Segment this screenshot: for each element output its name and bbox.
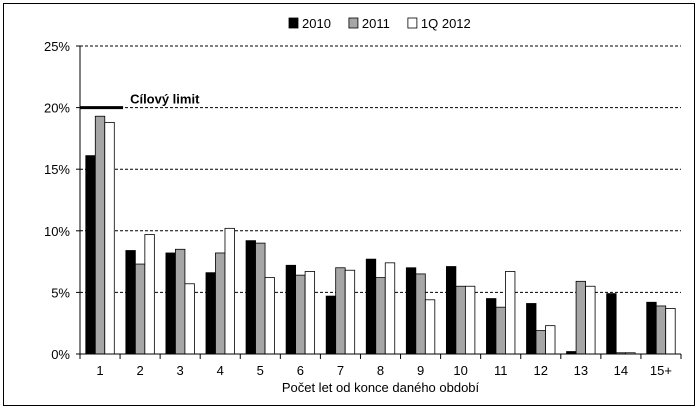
y-tick-label: 15%	[44, 162, 70, 177]
x-tick-label: 7	[337, 363, 344, 378]
y-tick-label: 20%	[44, 101, 70, 116]
legend-swatch-0	[288, 17, 299, 29]
target-limit-annotation: Cílový limit	[80, 92, 200, 110]
bar-2011-12	[535, 330, 546, 355]
bar-1q-2012-10	[464, 285, 476, 355]
y-tick-label: 25%	[44, 39, 70, 54]
x-tick-label: 6	[297, 363, 304, 378]
bar-2011-1	[94, 115, 106, 355]
bar-2010-7	[325, 295, 337, 355]
legend-swatch-2	[407, 17, 418, 29]
y-tick-label: 0%	[51, 347, 70, 362]
x-tick-label: 15+	[650, 363, 672, 378]
bar-2010-2	[125, 250, 136, 355]
bar-2011-15+	[655, 305, 667, 355]
bar-2010-8	[365, 258, 377, 355]
x-tick-label: 1	[96, 363, 103, 378]
bar-1q-2012-6	[304, 271, 316, 355]
bars	[85, 115, 676, 355]
y-tick-label: 5%	[51, 285, 70, 300]
bar-2011-2	[134, 263, 146, 355]
x-tick-label: 10	[453, 363, 467, 378]
bar-2010-6	[285, 264, 297, 355]
x-tick-label: 3	[177, 363, 184, 378]
y-tick-label: 10%	[44, 224, 70, 239]
bar-1q-2012-1	[104, 121, 115, 355]
x-tick-label: 9	[417, 363, 424, 378]
bar-2011-11	[495, 306, 506, 355]
x-tick-label: 11	[494, 363, 508, 378]
bar-1q-2012-9	[424, 299, 436, 355]
bar-2010-1	[85, 155, 96, 355]
bar-1q-2012-3	[184, 283, 195, 355]
bar-1q-2012-7	[344, 269, 356, 355]
bar-2010-4	[205, 272, 216, 355]
x-axis-title: Počet let od konce daného období	[282, 380, 480, 395]
bar-2010-3	[165, 252, 176, 355]
bar-2010-5	[245, 240, 256, 355]
axes	[76, 45, 682, 359]
legend: 2010 2011 1Q 2012	[288, 16, 471, 31]
y-axis-ticks: 0% 5% 10% 15% 20% 25%	[44, 39, 70, 362]
bar-1q-2012-11	[505, 271, 516, 355]
bar-2010-14	[606, 293, 617, 355]
legend-swatch-1	[348, 17, 359, 29]
bar-1q-2012-2	[144, 234, 155, 355]
bar-2011-10	[455, 285, 466, 355]
bar-1q-2012-8	[384, 262, 396, 355]
x-tick-label: 4	[217, 363, 224, 378]
bar-2011-6	[295, 274, 306, 355]
bar-2011-13	[575, 280, 586, 355]
bar-2010-15+	[646, 301, 657, 355]
x-tick-label: 12	[534, 363, 548, 378]
bar-2010-12	[526, 303, 537, 355]
bar-2010-9	[405, 267, 417, 355]
bar-1q-2012-4	[224, 227, 235, 355]
bar-2011-5	[255, 242, 266, 355]
bar-1q-2012-12	[545, 325, 556, 355]
bar-2011-7	[335, 267, 346, 355]
bar-2010-10	[445, 266, 457, 355]
bar-1q-2012-13	[585, 285, 596, 355]
x-tick-label: 13	[574, 363, 588, 378]
legend-label: 1Q 2012	[421, 16, 471, 31]
x-tick-label: 5	[257, 363, 264, 378]
bar-2011-4	[215, 252, 226, 355]
bar-1q-2012-15+	[665, 308, 676, 355]
x-tick-label: 14	[614, 363, 628, 378]
x-tick-label: 2	[136, 363, 143, 378]
x-tick-label: 8	[377, 363, 384, 378]
legend-label: 2010	[302, 16, 331, 31]
bar-2010-11	[486, 298, 497, 355]
legend-label: 2011	[362, 16, 390, 31]
target-limit-label: Cílový limit	[130, 92, 200, 107]
bar-2011-3	[175, 248, 186, 355]
bar-1q-2012-5	[264, 277, 275, 355]
bar-2011-9	[415, 273, 426, 355]
x-axis-ticks: 1 2 3 4 5 6 7 8 9 10 11 12 13 14 15+	[96, 363, 672, 378]
bar-2011-8	[375, 277, 386, 355]
